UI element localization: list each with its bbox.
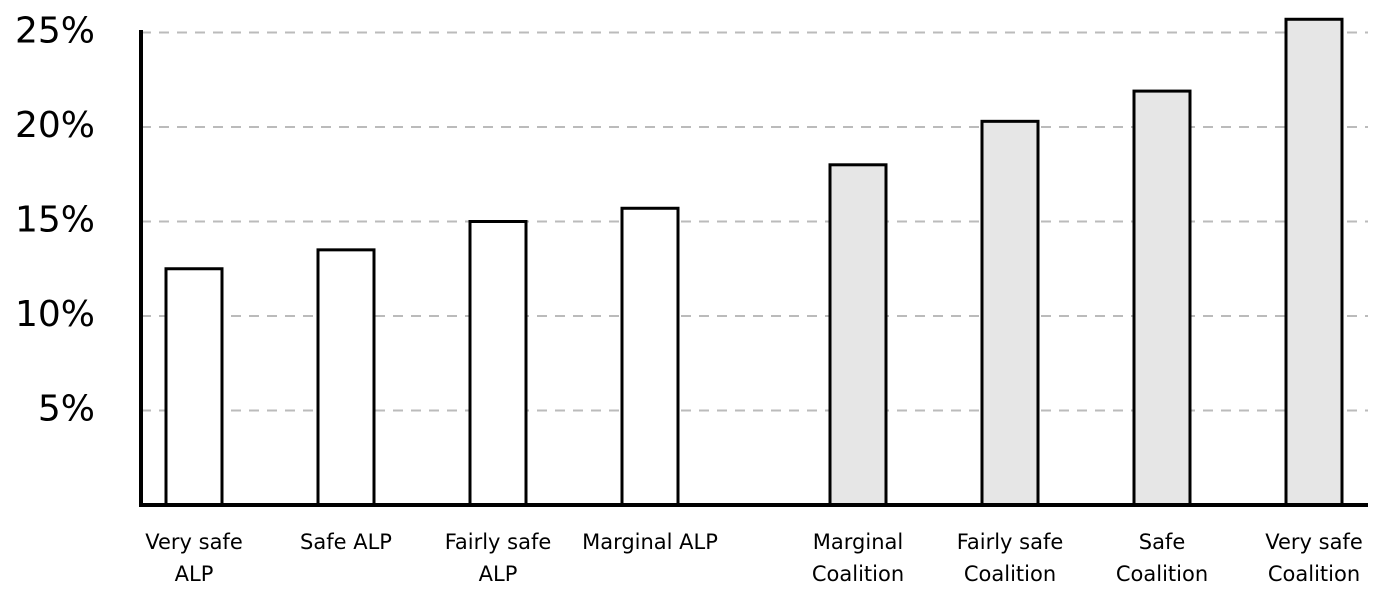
x-tick-label: Fairly safe ALP <box>444 530 552 586</box>
x-tick-label: Marginal ALP <box>582 530 718 554</box>
y-tick-label: 5% <box>38 389 95 430</box>
bar <box>468 220 528 507</box>
bar <box>1284 17 1344 507</box>
x-tick-label: Safe ALP <box>300 530 392 554</box>
y-tick-label: 20% <box>15 105 95 146</box>
y-tick-label: 15% <box>15 200 95 241</box>
x-tick-label: Very safe ALP <box>145 530 243 586</box>
bar <box>316 248 376 507</box>
bar <box>980 119 1040 507</box>
bar <box>1132 89 1192 507</box>
y-tick-label: 10% <box>15 294 95 335</box>
x-tick-label: Marginal Coalition <box>811 530 905 586</box>
bar <box>620 206 680 507</box>
x-tick-label: Very safe Coalition <box>1265 530 1363 586</box>
y-tick-label: 25% <box>15 11 95 52</box>
bar <box>164 267 224 507</box>
x-tick-label: Safe Coalition <box>1115 530 1209 586</box>
bar <box>828 163 888 507</box>
x-tick-label: Fairly safe Coalition <box>956 530 1064 586</box>
